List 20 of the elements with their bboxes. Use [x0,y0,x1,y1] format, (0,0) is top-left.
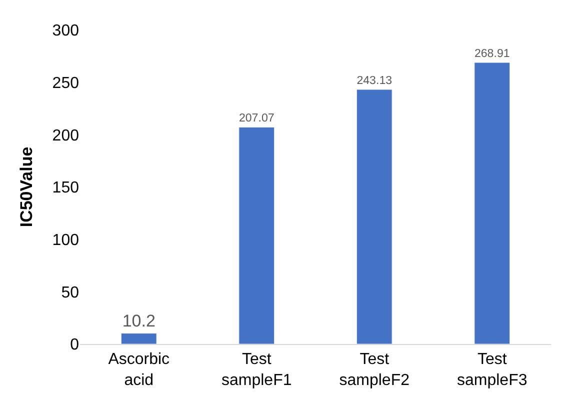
x-tick-label: Test sampleF1 [222,351,292,389]
y-tick-label: 200 [52,127,80,144]
y-tick-label: 100 [52,232,80,249]
y-tick-label: 150 [52,180,80,197]
x-tick-label: Test sampleF3 [457,351,528,389]
data-label: 243.13 [356,74,392,87]
bar [238,127,275,344]
y-axis-title: IC50Value [16,146,36,228]
data-label: 207.07 [238,112,274,125]
x-tick-label: Test sampleF2 [339,351,410,389]
bar [474,62,510,344]
y-tick-label: 0 [70,336,80,354]
bar [120,333,157,344]
data-label: 268.91 [474,48,510,60]
y-tick-label: 300 [52,22,80,40]
y-tick-label: 250 [52,74,80,92]
x-tick-label: Ascorbic acid [108,351,170,389]
y-tick-label: 50 [61,284,80,302]
data-label: 10.2 [122,311,156,330]
bar [356,89,392,344]
